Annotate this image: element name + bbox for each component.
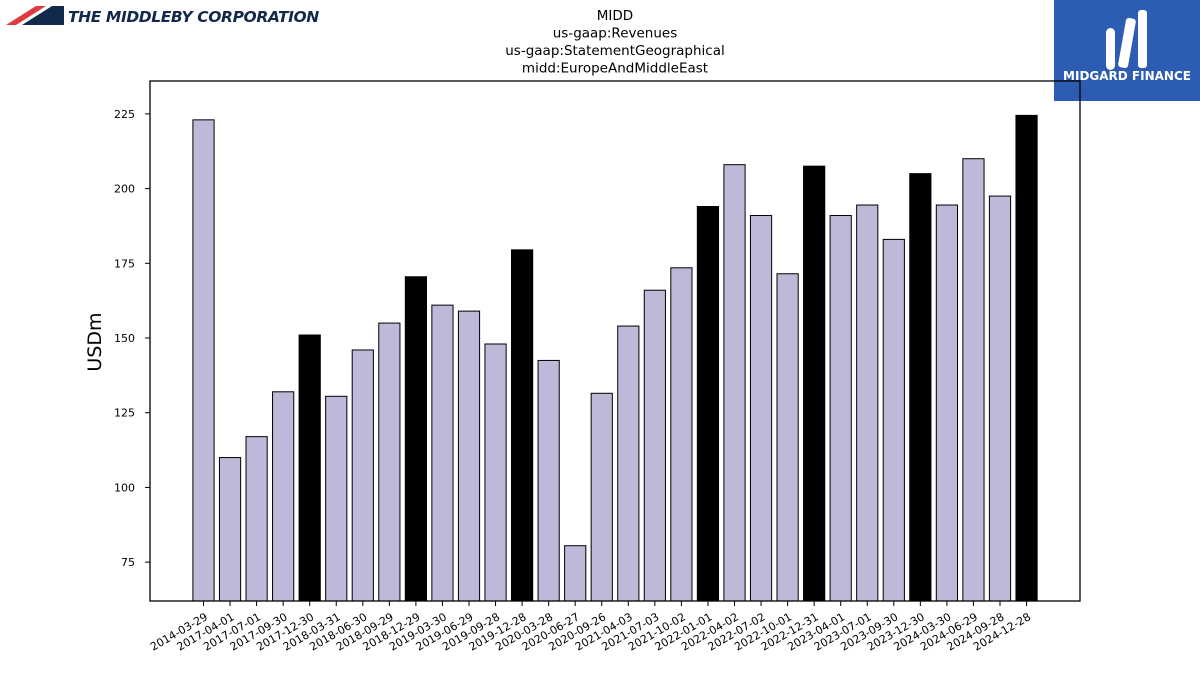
x-axis: 2014-03-292017-04-012017-07-012017-09-30…: [148, 601, 1033, 654]
logo-stroke-right: [1138, 10, 1147, 68]
bar: [457, 310, 481, 602]
bar: [298, 334, 321, 602]
company-logo-mark-icon: [6, 6, 64, 25]
bar: [404, 276, 427, 602]
company-logo-text: THE MIDDLEBY CORPORATION: [68, 8, 319, 26]
bar: [882, 238, 905, 602]
bar: [803, 165, 826, 602]
y-tick-label: 150: [114, 332, 135, 345]
logo-navy-shape: [22, 6, 64, 25]
bar: [272, 391, 295, 602]
bar: [511, 249, 534, 602]
bar: [829, 214, 852, 602]
chart-title-line: midd:EuropeAndMiddleEast: [522, 61, 708, 77]
bar: [617, 325, 640, 602]
chart-title: MIDD us-gaap:Revenuesus-gaap:StatementGeo…: [505, 8, 724, 77]
plot-area-frame: [149, 80, 1081, 602]
bar: [988, 195, 1012, 602]
y-tick-label: 100: [114, 481, 135, 494]
bar: [776, 273, 799, 602]
brand-logo-mark-icon: [1106, 10, 1147, 70]
bar: [1015, 114, 1038, 602]
bar: [351, 349, 374, 602]
bar: [643, 289, 666, 602]
logo-stroke-middle: [1118, 17, 1136, 69]
bar: [909, 173, 932, 602]
chart-title-line: us-gaap:StatementGeographical: [505, 43, 724, 59]
bar: [484, 343, 507, 602]
bar: [325, 395, 348, 602]
bar: [431, 304, 454, 602]
bar: [856, 204, 879, 602]
bar: [723, 164, 746, 602]
y-axis: 75 100 125 150 175 200 225: [114, 108, 150, 569]
y-tick-label: 225: [114, 108, 135, 121]
bars: [192, 114, 1038, 602]
bar: [590, 392, 613, 602]
brand-logo: MIDGARD FINANCE: [1054, 0, 1200, 101]
y-axis-label: USDm: [84, 312, 106, 371]
bar: [537, 359, 560, 602]
bar: [378, 322, 401, 602]
bar: [192, 119, 215, 602]
bar: [218, 457, 242, 602]
y-tick-label: 200: [114, 183, 135, 196]
y-tick-label: 175: [114, 257, 135, 270]
bar: [749, 214, 773, 602]
bar: [696, 206, 720, 602]
bar: [564, 545, 587, 602]
bar: [935, 204, 958, 602]
bar: [670, 267, 693, 602]
y-tick-label: 75: [121, 556, 135, 569]
company-logo: THE MIDDLEBY CORPORATION: [6, 5, 319, 29]
brand-logo-text: MIDGARD FINANCE: [1063, 69, 1191, 83]
bar: [245, 436, 268, 602]
logo-red-shape: [6, 6, 46, 25]
logo-stroke-left: [1106, 28, 1115, 70]
chart-title-line: us-gaap:Revenues: [553, 26, 678, 42]
y-tick-label: 125: [114, 407, 135, 420]
bar: [962, 158, 985, 602]
chart-title-line: MIDD: [597, 8, 633, 24]
